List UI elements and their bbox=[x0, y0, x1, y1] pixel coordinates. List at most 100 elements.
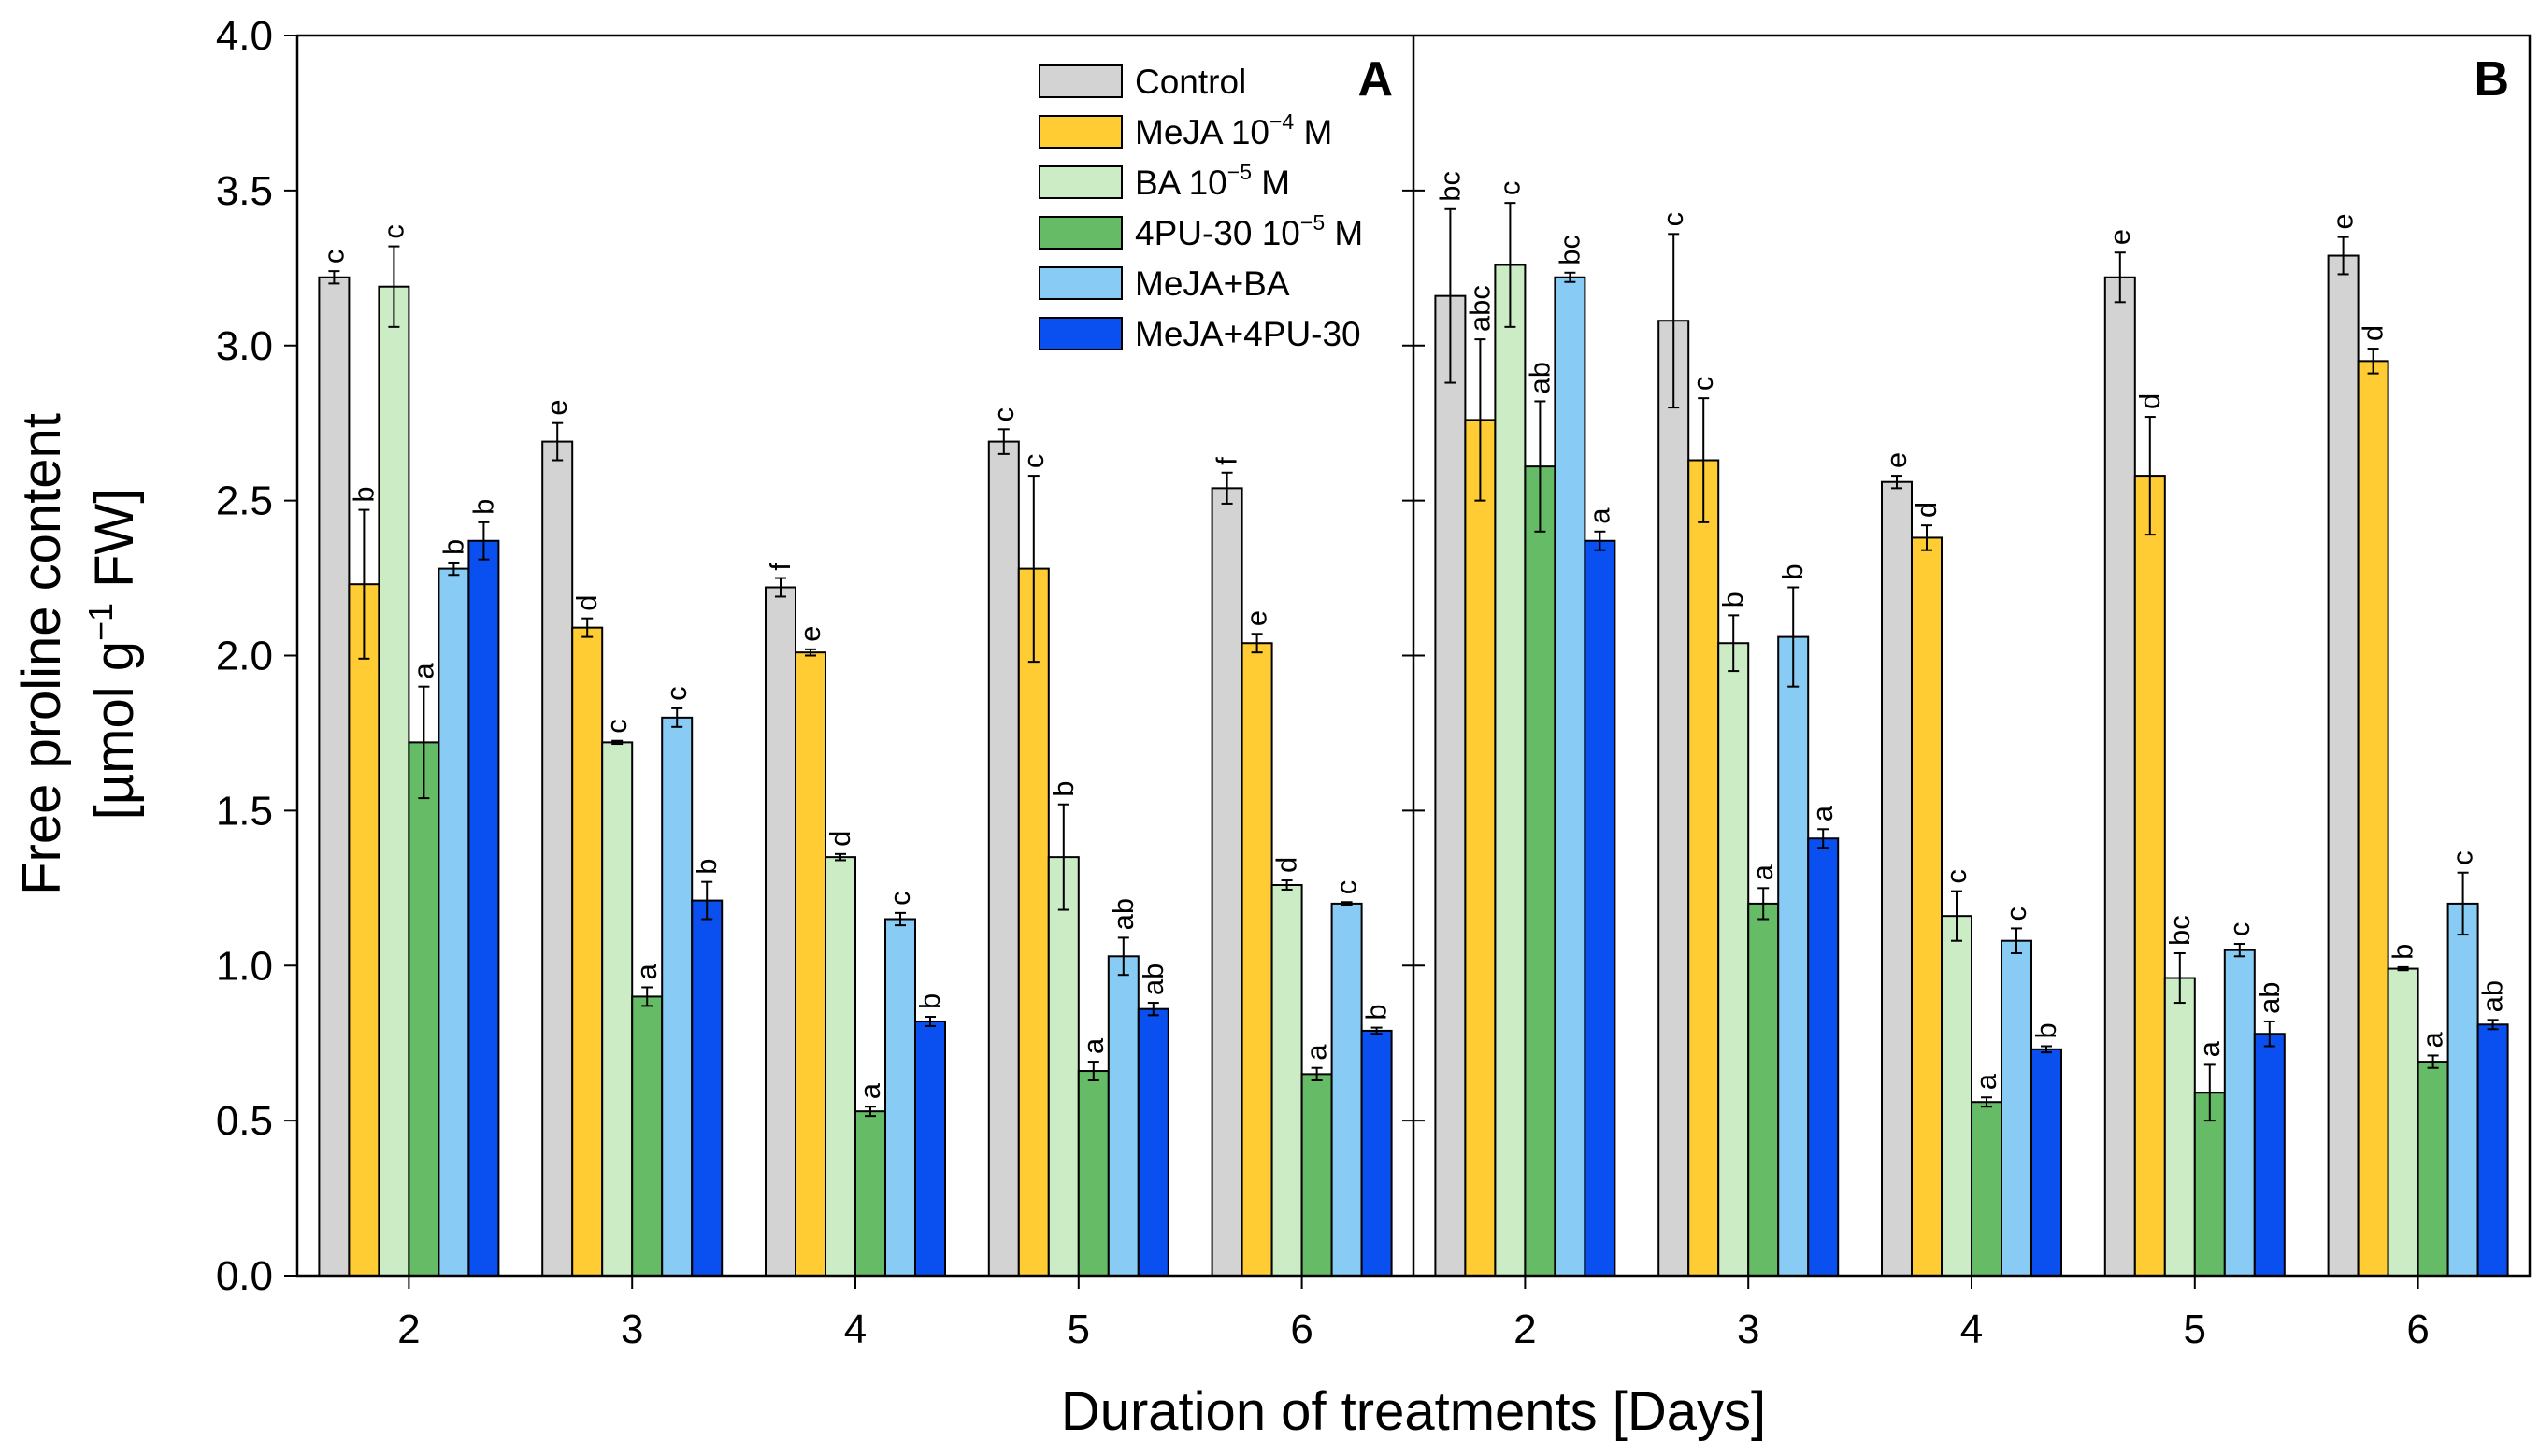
x-axis-title: Duration of treatments [Days] bbox=[1061, 1381, 1766, 1442]
y-tick-label-0: 0.0 bbox=[216, 1253, 273, 1299]
bar-panel-B-day-4-series-3 bbox=[1971, 1101, 2002, 1277]
error-bar-panel-A-day-6-series-4 bbox=[1341, 901, 1353, 906]
error-bar-panel-A-day-5-series-5 bbox=[1147, 1002, 1159, 1017]
significance-letter-panel-B-day-3-series-5: a bbox=[1806, 805, 1839, 821]
error-bar-panel-A-day-6-series-5 bbox=[1370, 1026, 1383, 1035]
error-bar-panel-B-day-4-series-2 bbox=[1951, 890, 1962, 942]
bar-panel-B-day-6-series-0 bbox=[2327, 254, 2360, 1278]
legend-label-5: MeJA+4PU-30 bbox=[1135, 315, 1361, 353]
y-axis-title: Free proline content [µmol g−1 FW] bbox=[11, 413, 145, 895]
significance-letter-panel-A-day-2-series-0: c bbox=[317, 250, 350, 264]
error-bar-panel-A-day-3-series-1 bbox=[581, 617, 594, 638]
legend-label-2: BA 10−5 M bbox=[1135, 160, 1290, 202]
legend-label-unit: M bbox=[1325, 214, 1363, 252]
bar-panel-B-day-4-series-2 bbox=[1941, 915, 1972, 1277]
significance-letter-panel-B-day-6-series-2: b bbox=[2387, 944, 2419, 960]
legend-label-base: MeJA+4PU-30 bbox=[1135, 315, 1361, 353]
legend-swatch-2 bbox=[1039, 165, 1123, 199]
x-tick-label-panel-A-day-4: 4 bbox=[844, 1306, 867, 1352]
x-tick-label-panel-A-day-6: 6 bbox=[1290, 1306, 1313, 1352]
legend-label-unit: M bbox=[1252, 164, 1290, 202]
x-tick-label-panel-A-day-2: 2 bbox=[397, 1306, 420, 1352]
bar-panel-A-day-2-series-1 bbox=[348, 583, 380, 1277]
bar-panel-B-day-2-series-2 bbox=[1494, 264, 1527, 1277]
significance-letter-panel-A-day-6-series-4: c bbox=[1330, 880, 1363, 895]
error-bar-panel-B-day-5-series-4 bbox=[2233, 943, 2245, 958]
significance-letter-panel-B-day-6-series-1: d bbox=[2357, 325, 2389, 341]
significance-letter-panel-B-day-4-series-1: d bbox=[1910, 502, 1943, 518]
significance-letter-panel-A-day-4-series-4: c bbox=[883, 891, 916, 906]
significance-letter-panel-B-day-3-series-1: c bbox=[1686, 377, 1719, 392]
error-bar-panel-B-day-6-series-2 bbox=[2397, 965, 2409, 972]
significance-letter-panel-B-day-5-series-3: a bbox=[2193, 1040, 2226, 1057]
legend-label-4: MeJA+BA bbox=[1135, 264, 1290, 303]
error-bar-panel-A-day-5-series-0 bbox=[997, 428, 1010, 455]
significance-letter-panel-A-day-6-series-3: a bbox=[1300, 1044, 1333, 1061]
bar-panel-B-day-6-series-1 bbox=[2357, 360, 2389, 1277]
bar-panel-A-day-4-series-4 bbox=[884, 918, 916, 1277]
bar-panel-B-day-4-series-4 bbox=[2001, 939, 2032, 1278]
significance-letter-panel-B-day-2-series-3: ab bbox=[1523, 362, 1556, 393]
legend-item-2: BA 10−5 M bbox=[1039, 160, 1290, 202]
error-bar-panel-A-day-4-series-3 bbox=[865, 1106, 876, 1118]
significance-letter-panel-B-day-3-series-2: b bbox=[1716, 592, 1749, 607]
y-tick-label-3: 1.5 bbox=[216, 788, 273, 834]
y-tick-label-8: 4.0 bbox=[216, 13, 273, 59]
significance-letter-panel-A-day-2-series-5: b bbox=[466, 499, 499, 515]
error-bar-panel-A-day-2-series-3 bbox=[418, 685, 430, 800]
significance-letter-panel-A-day-6-series-0: f bbox=[1211, 457, 1243, 465]
error-bar-panel-A-day-3-series-5 bbox=[701, 880, 713, 921]
error-bar-panel-B-day-3-series-1 bbox=[1698, 397, 1710, 523]
x-tick-label-panel-A-day-3: 3 bbox=[621, 1306, 643, 1352]
significance-letter-panel-B-day-5-series-5: ab bbox=[2253, 981, 2286, 1013]
error-bar-panel-A-day-5-series-1 bbox=[1027, 475, 1040, 664]
error-bar-panel-A-day-6-series-1 bbox=[1251, 633, 1263, 654]
legend-label-base: 4PU-30 10 bbox=[1135, 214, 1300, 252]
error-bar-panel-B-day-5-series-0 bbox=[2114, 251, 2126, 304]
significance-letter-panel-A-day-3-series-4: c bbox=[660, 686, 693, 701]
significance-letter-panel-A-day-3-series-0: e bbox=[540, 399, 573, 415]
legend-label-1: MeJA 10−4 M bbox=[1135, 109, 1332, 151]
error-bar-panel-A-day-4-series-0 bbox=[775, 577, 786, 598]
bar-panel-A-day-5-series-0 bbox=[987, 440, 1020, 1277]
significance-letter-panel-A-day-2-series-2: c bbox=[377, 224, 409, 239]
bar-panel-B-day-2-series-3 bbox=[1524, 465, 1556, 1277]
error-bar-panel-B-day-2-series-0 bbox=[1444, 207, 1456, 384]
bar-panel-B-day-5-series-0 bbox=[2103, 276, 2136, 1277]
significance-letter-panel-A-day-3-series-3: a bbox=[630, 963, 663, 979]
legend-label-unit: M bbox=[1294, 113, 1332, 151]
bar-panel-B-day-5-series-4 bbox=[2223, 949, 2256, 1277]
significance-letter-panel-A-day-3-series-5: b bbox=[690, 858, 723, 874]
legend-item-3: 4PU-30 10−5 M bbox=[1039, 210, 1363, 252]
bar-panel-B-day-5-series-5 bbox=[2253, 1033, 2286, 1277]
significance-letter-panel-A-day-6-series-5: b bbox=[1360, 1004, 1393, 1020]
error-bar-panel-B-day-5-series-2 bbox=[2173, 951, 2186, 1005]
legend-label-base: MeJA+BA bbox=[1135, 264, 1290, 303]
error-bar-panel-B-day-2-series-3 bbox=[1534, 400, 1546, 533]
legend-label-superscript: −4 bbox=[1270, 109, 1294, 134]
significance-letter-panel-A-day-2-series-3: a bbox=[407, 663, 439, 679]
bar-panel-B-day-4-series-5 bbox=[2030, 1048, 2062, 1278]
legend-swatch-3 bbox=[1039, 216, 1123, 250]
bar-panel-A-day-5-series-5 bbox=[1137, 1007, 1169, 1277]
error-bar-panel-B-day-3-series-5 bbox=[1817, 828, 1829, 849]
error-bar-panel-B-day-4-series-4 bbox=[2011, 927, 2022, 954]
error-bar-panel-A-day-2-series-1 bbox=[358, 508, 370, 660]
x-tick-label-panel-A-day-5: 5 bbox=[1068, 1306, 1090, 1352]
error-bar-panel-A-day-2-series-4 bbox=[448, 561, 460, 577]
y-tick-label-1: 0.5 bbox=[216, 1098, 273, 1144]
bar-panel-A-day-3-series-4 bbox=[661, 716, 694, 1277]
bar-panel-B-day-3-series-2 bbox=[1717, 642, 1750, 1277]
error-bar-panel-B-day-6-series-4 bbox=[2457, 871, 2469, 936]
error-bar-panel-A-day-3-series-3 bbox=[641, 986, 653, 1007]
error-bar-panel-B-day-2-series-5 bbox=[1594, 530, 1606, 551]
error-bar-panel-B-day-6-series-5 bbox=[2487, 1019, 2499, 1031]
bar-panel-A-day-3-series-3 bbox=[631, 995, 664, 1278]
bar-panel-A-day-3-series-1 bbox=[571, 626, 604, 1277]
bar-panel-A-day-6-series-4 bbox=[1330, 902, 1363, 1278]
significance-letter-panel-B-day-5-series-4: c bbox=[2223, 922, 2256, 937]
error-bar-panel-B-day-4-series-1 bbox=[1921, 524, 1932, 551]
bar-panel-B-day-6-series-4 bbox=[2446, 902, 2479, 1278]
